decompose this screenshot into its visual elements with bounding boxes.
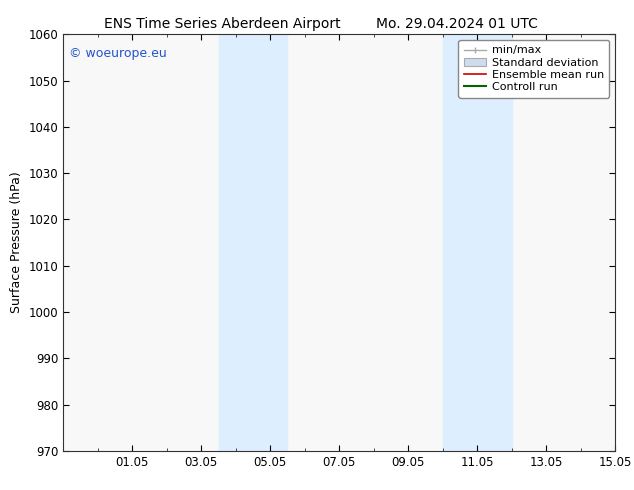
Text: Mo. 29.04.2024 01 UTC: Mo. 29.04.2024 01 UTC <box>375 17 538 31</box>
Text: © woeurope.eu: © woeurope.eu <box>69 47 167 60</box>
Bar <box>477 34 512 451</box>
Bar <box>443 34 477 451</box>
Legend: min/max, Standard deviation, Ensemble mean run, Controll run: min/max, Standard deviation, Ensemble me… <box>458 40 609 98</box>
Y-axis label: Surface Pressure (hPa): Surface Pressure (hPa) <box>10 172 23 314</box>
Bar <box>219 34 253 451</box>
Text: ENS Time Series Aberdeen Airport: ENS Time Series Aberdeen Airport <box>103 17 340 31</box>
Bar <box>253 34 287 451</box>
